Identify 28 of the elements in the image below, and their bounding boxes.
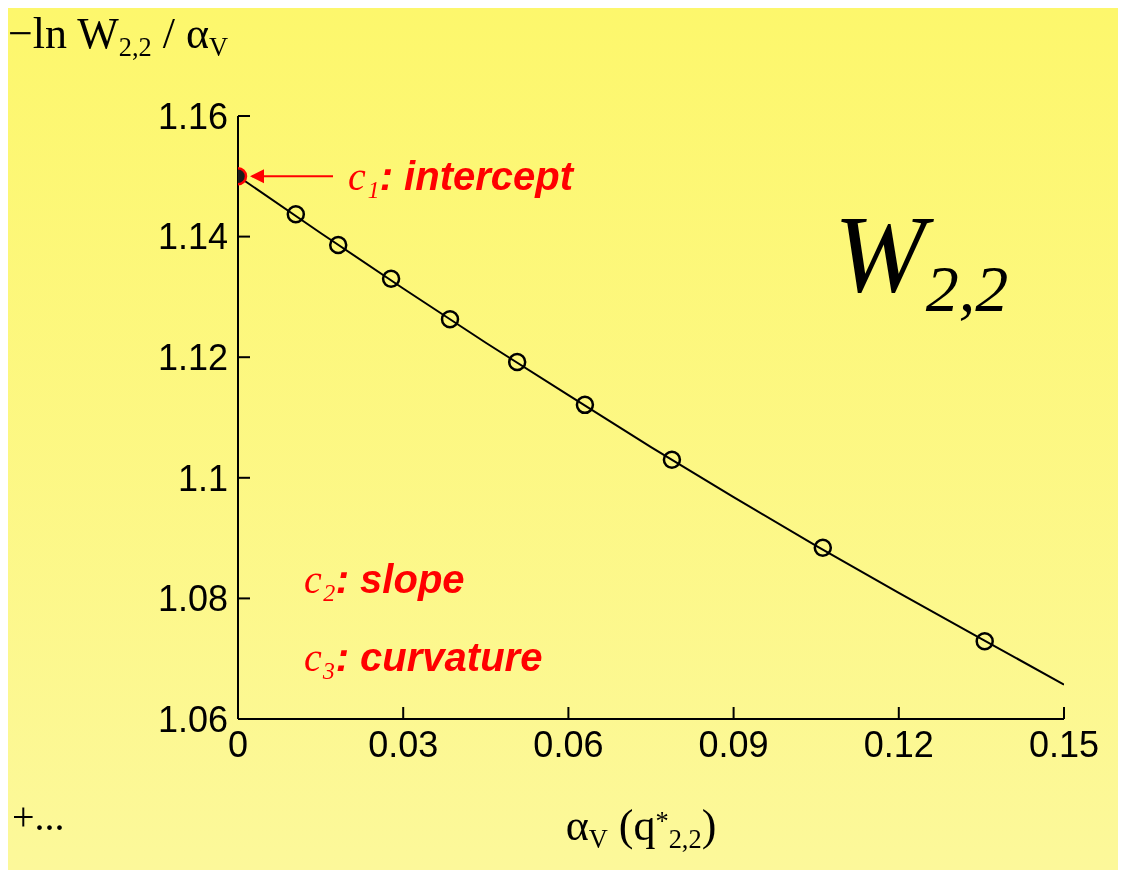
x-tick-label: 0.12 xyxy=(863,723,934,765)
point xyxy=(813,538,833,557)
annotation: c₂: slope xyxy=(304,557,465,602)
x-axis-title: α$_{V}$ (q$^{*}$$_{2,2}$) xyxy=(565,801,717,854)
point xyxy=(662,450,682,469)
x-tick-label: 0.09 xyxy=(698,723,769,765)
annotation: W$_{2,2}$ xyxy=(834,193,1009,325)
point xyxy=(507,352,527,372)
y-tick-label: 1.12 xyxy=(157,336,228,378)
y-tick-label: 1.16 xyxy=(157,95,228,137)
annotation: c₃: curvature xyxy=(304,635,543,680)
y-tick-label: 1.14 xyxy=(157,216,228,258)
text: +... xyxy=(12,794,65,839)
annotation: c₁: intercept xyxy=(348,154,575,200)
point xyxy=(381,269,401,289)
point xyxy=(440,309,460,329)
point xyxy=(286,205,306,224)
y-tick-label: 1.08 xyxy=(157,578,228,620)
y-tick-label: 1.06 xyxy=(157,698,228,740)
x-tick-label: 0.06 xyxy=(533,723,604,765)
x-tick-label: 0.03 xyxy=(368,723,439,765)
point xyxy=(975,631,994,651)
y-axis-title: −ln W$_{2,2}$ / α$_{V}$ xyxy=(8,9,229,62)
point xyxy=(328,235,348,255)
x-tick-label: 0.15 xyxy=(1028,723,1100,765)
x-tick-label: 0 xyxy=(227,723,249,765)
y-tick-label: 1.1 xyxy=(177,457,228,499)
point xyxy=(575,395,595,415)
